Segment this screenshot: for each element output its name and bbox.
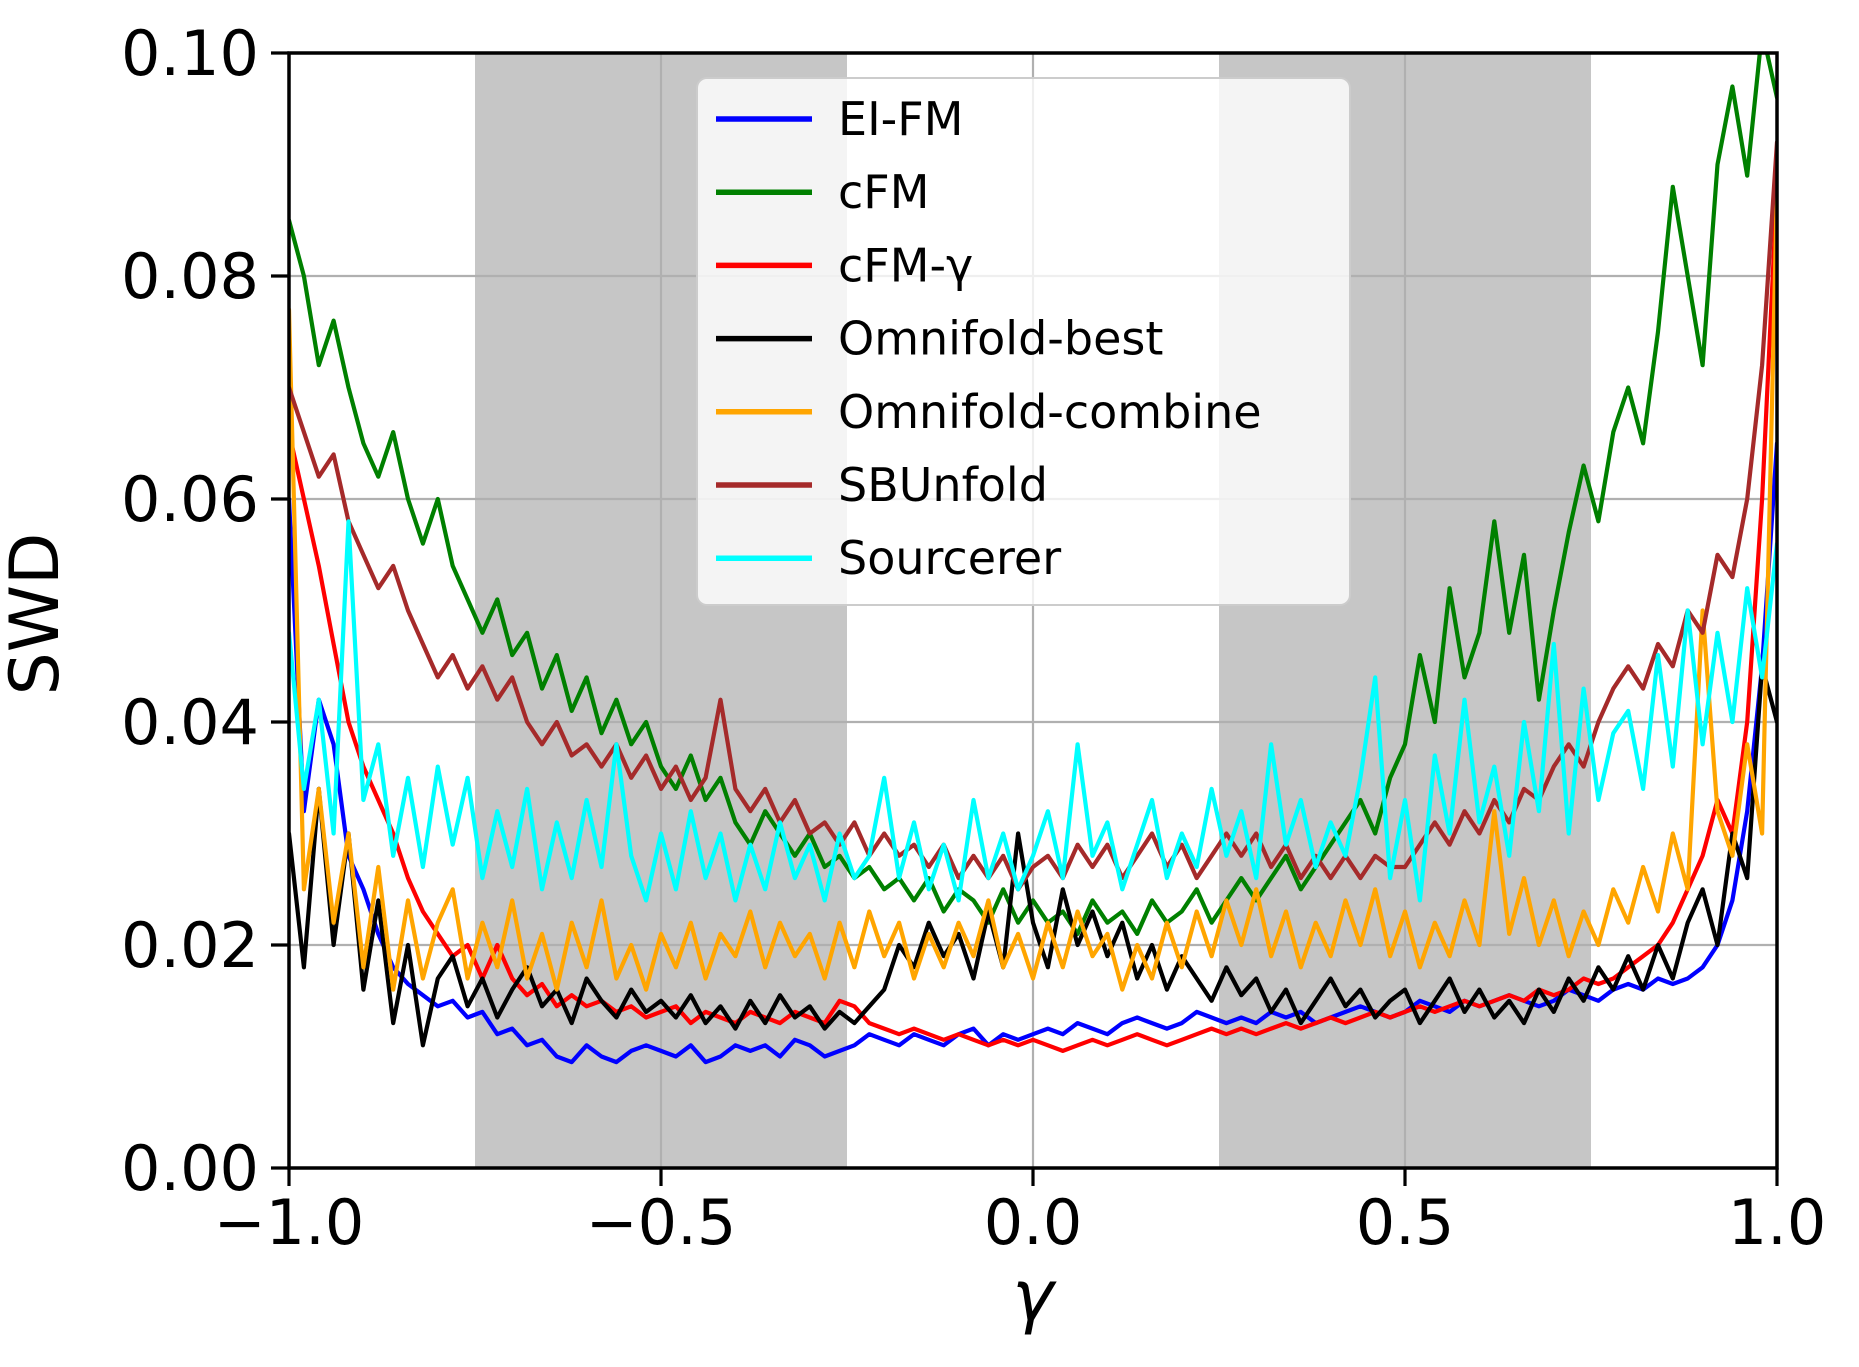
legend-label-omnifold-combine: Omnifold-combine <box>838 385 1262 439</box>
series-line-sourcerer <box>289 519 1777 903</box>
y-tick-label: 0.08 <box>121 240 259 313</box>
y-tick-label: 0.06 <box>121 463 259 536</box>
y-tick-label: 0.10 <box>121 17 259 90</box>
series-line-sbunfold <box>289 140 1777 892</box>
legend-label-sbunfold: SBUnfold <box>838 458 1048 512</box>
legend-label-sourcerer: Sourcerer <box>838 531 1061 585</box>
series-line-omnifold-best <box>289 664 1777 1048</box>
series-lines <box>289 53 1777 1065</box>
y-tick-label: 0.02 <box>121 909 259 982</box>
series-line-cfm <box>289 53 1777 937</box>
series-line-ei-fm <box>289 441 1777 1065</box>
legend-label-ei-fm: EI-FM <box>838 92 963 146</box>
x-tick-label: −0.5 <box>586 1186 737 1259</box>
legend-label-cfm: cFM-γ <box>838 238 973 292</box>
x-tick-label: 1.0 <box>1728 1186 1827 1259</box>
x-axis-label: γ <box>1012 1255 1057 1337</box>
y-tick-label: 0.00 <box>121 1132 259 1205</box>
y-axis-label: SWD <box>0 533 75 696</box>
x-tick-label: 0.5 <box>1356 1186 1455 1259</box>
legend-label-omnifold-best: Omnifold-best <box>838 312 1163 366</box>
legend-label-cfm: cFM <box>838 165 929 219</box>
x-tick-label: 0.0 <box>984 1186 1083 1259</box>
legend-box <box>696 77 1351 606</box>
y-tick-label: 0.04 <box>121 686 259 759</box>
legend: EI-FM cFM cFM-γ Omnifold-best Omnifold-combi… <box>696 77 1351 606</box>
y-ticks: 0.00 0.02 0.04 0.06 0.08 0.10 <box>121 17 289 1205</box>
x-ticks: −1.0 −0.5 0.0 0.5 1.0 <box>214 1168 1827 1259</box>
series-line-omnifold-combine <box>289 184 1777 992</box>
x-tick-label: −1.0 <box>214 1186 365 1259</box>
